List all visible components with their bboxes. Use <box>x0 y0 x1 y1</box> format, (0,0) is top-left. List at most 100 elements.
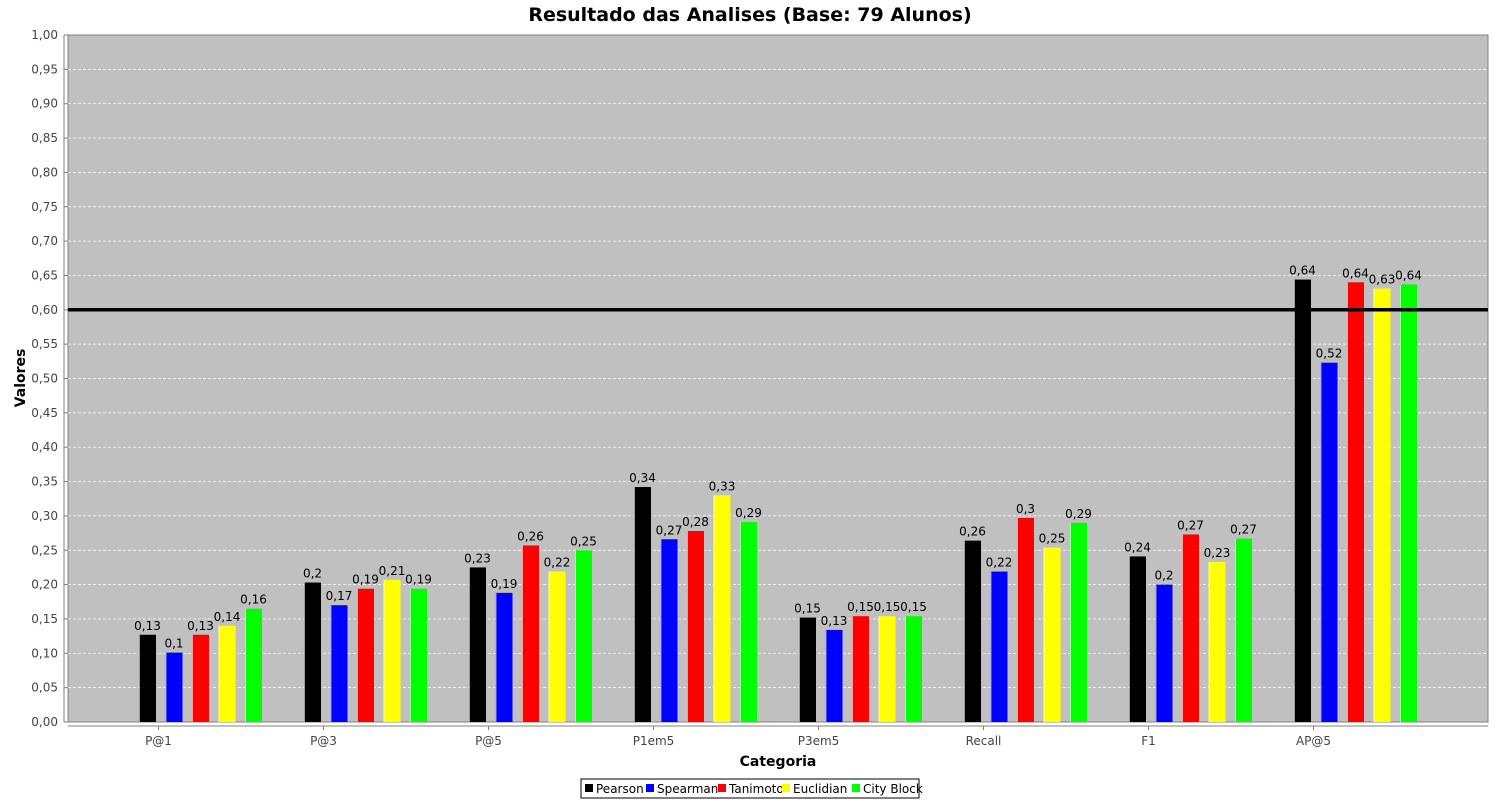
legend-label: Tanimoto <box>728 782 784 796</box>
x-tick-label: Recall <box>966 734 1002 748</box>
bar-value-label: 0,25 <box>1039 532 1066 546</box>
x-tick-label: P@3 <box>310 734 337 748</box>
bar-value-label: 0,22 <box>986 556 1013 570</box>
bar-value-label: 0,13 <box>821 614 848 628</box>
bar-tanimoto <box>192 634 209 722</box>
x-tick-label: P1em5 <box>633 734 675 748</box>
bar-city-block <box>245 608 262 722</box>
bar-spearman <box>165 652 183 722</box>
y-tick-label: 0,20 <box>31 578 58 592</box>
bar-value-label: 0,63 <box>1369 273 1396 287</box>
bar-spearman <box>660 539 678 722</box>
bar-spearman <box>1155 584 1173 722</box>
bar-value-label: 0,33 <box>709 479 736 493</box>
bar-value-label: 0,2 <box>1154 569 1173 583</box>
bar-pearson <box>139 634 156 722</box>
y-tick-label: 0,70 <box>31 234 58 248</box>
bar-value-label: 0,16 <box>240 593 267 607</box>
x-tick-label: AP@5 <box>1296 734 1331 748</box>
bar-spearman <box>495 592 513 722</box>
y-tick-label: 0,30 <box>31 509 58 523</box>
bar-value-label: 0,64 <box>1395 268 1422 282</box>
bar-value-label: 0,27 <box>1230 523 1257 537</box>
y-tick-label: 0,10 <box>31 646 58 660</box>
bar-value-label: 0,64 <box>1342 266 1369 280</box>
bar-value-label: 0,27 <box>1177 518 1204 532</box>
bar-value-label: 0,64 <box>1289 264 1316 278</box>
x-axis-label: Categoria <box>740 754 817 770</box>
y-tick-label: 0,95 <box>31 62 58 76</box>
y-tick-label: 0,15 <box>31 612 58 626</box>
y-tick-label: 0,65 <box>31 268 58 282</box>
y-tick-label: 0,25 <box>31 543 58 557</box>
bar-value-label: 0,23 <box>464 551 491 565</box>
bar-spearman <box>330 605 348 722</box>
bar-value-label: 0,28 <box>682 515 709 529</box>
bar-value-label: 0,3 <box>1016 502 1035 516</box>
bar-tanimoto <box>1182 534 1199 722</box>
bar-euclidian <box>548 571 566 722</box>
bar-euclidian <box>1043 547 1061 722</box>
bar-tanimoto <box>357 588 374 722</box>
bar-euclidian <box>878 616 896 722</box>
bar-value-label: 0,15 <box>794 602 821 616</box>
bar-tanimoto <box>1017 517 1034 722</box>
bar-value-label: 0,2 <box>303 567 322 581</box>
bar-pearson <box>1129 556 1146 722</box>
bar-pearson <box>634 487 651 722</box>
bar-value-label: 0,19 <box>491 577 518 591</box>
chart-title: Resultado das Analises (Base: 79 Alunos) <box>528 4 971 26</box>
x-tick-label: P3em5 <box>798 734 840 748</box>
y-tick-label: 0,40 <box>31 440 58 454</box>
bar-tanimoto <box>522 545 539 722</box>
bar-value-label: 0,15 <box>874 600 901 614</box>
bar-tanimoto <box>1347 282 1364 722</box>
y-tick-label: 0,85 <box>31 131 58 145</box>
bar-value-label: 0,22 <box>544 556 571 570</box>
y-tick-label: 0,55 <box>31 337 58 351</box>
y-tick-label: 0,90 <box>31 97 58 111</box>
legend-label: Euclidian <box>793 782 847 796</box>
bar-spearman <box>1320 362 1338 722</box>
bar-city-block <box>1400 284 1417 722</box>
bar-pearson <box>1294 279 1311 722</box>
y-tick-label: 1,00 <box>31 28 58 42</box>
bar-value-label: 0,27 <box>656 523 683 537</box>
legend-swatch <box>585 784 593 792</box>
bar-euclidian <box>383 579 401 722</box>
bar-value-label: 0,26 <box>517 529 544 543</box>
y-tick-label: 0,75 <box>31 200 58 214</box>
x-tick-label: P@5 <box>475 734 502 748</box>
y-tick-label: 0,60 <box>31 303 58 317</box>
bar-value-label: 0,17 <box>326 589 353 603</box>
y-tick-label: 0,45 <box>31 406 58 420</box>
bar-pearson <box>799 617 816 722</box>
bar-value-label: 0,19 <box>405 573 432 587</box>
bar-city-block <box>905 616 922 722</box>
x-tick-label: F1 <box>1141 734 1156 748</box>
legend-swatch <box>852 784 860 792</box>
bar-value-label: 0,14 <box>214 610 241 624</box>
bar-city-block <box>575 550 592 722</box>
bar-city-block <box>740 522 757 722</box>
bar-tanimoto <box>852 616 869 722</box>
bar-value-label: 0,26 <box>959 525 986 539</box>
x-tick-label: P@1 <box>145 734 172 748</box>
y-tick-label: 0,35 <box>31 475 58 489</box>
bar-value-label: 0,15 <box>847 600 874 614</box>
bar-value-label: 0,24 <box>1124 540 1151 554</box>
legend-swatch <box>646 784 654 792</box>
y-tick-label: 0,00 <box>31 715 58 729</box>
bar-city-block <box>1235 538 1252 722</box>
y-tick-label: 0,50 <box>31 372 58 386</box>
y-tick-label: 0,80 <box>31 165 58 179</box>
bar-value-label: 0,52 <box>1316 347 1343 361</box>
bar-value-label: 0,15 <box>900 600 927 614</box>
bar-euclidian <box>1208 561 1226 722</box>
bar-tanimoto <box>687 531 704 722</box>
bar-city-block <box>410 588 427 722</box>
legend-swatch <box>782 784 790 792</box>
legend-label: Spearman <box>657 782 718 796</box>
bar-value-label: 0,21 <box>379 564 406 578</box>
